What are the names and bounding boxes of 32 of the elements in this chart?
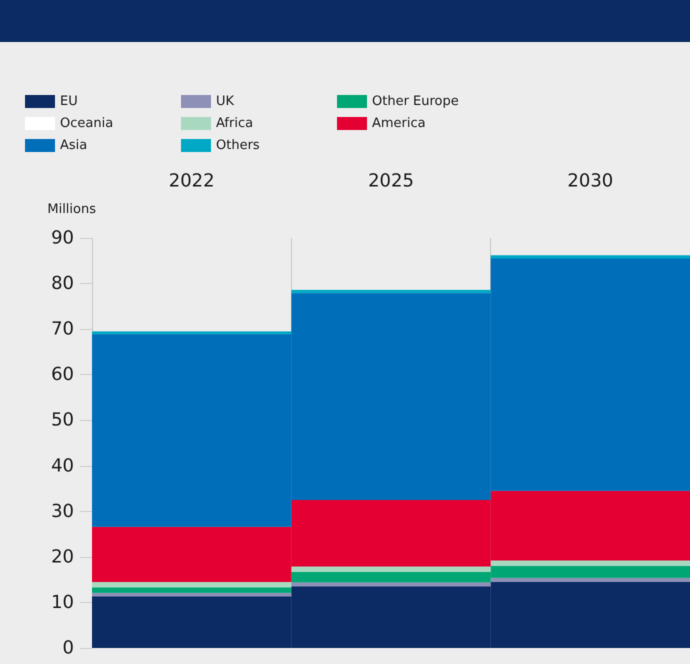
legend-label: EU	[60, 94, 78, 109]
y-tick-label: 80	[51, 273, 74, 294]
bar	[490, 255, 690, 258]
bar	[92, 582, 292, 588]
legend-label: Others	[216, 138, 260, 153]
bar	[490, 560, 690, 566]
y-tick-label: 50	[51, 410, 74, 431]
y-tick-label: 60	[51, 364, 74, 386]
legend-label: Africa	[216, 116, 254, 131]
y-axis-title: Millions	[47, 202, 96, 217]
legend-label: Other Europe	[372, 94, 459, 109]
y-tick-label: 20	[51, 546, 74, 568]
x-tick-label: 2022	[168, 170, 215, 192]
bar	[92, 331, 292, 334]
y-tick-label: 90	[51, 228, 74, 248]
legend-label: UK	[216, 94, 235, 109]
x-tick-label: 2030	[567, 170, 614, 192]
legend-label: America	[372, 116, 426, 131]
legend-label: Oceania	[60, 116, 114, 131]
y-tick-label: 70	[51, 318, 74, 340]
bar	[490, 578, 690, 582]
bar	[291, 290, 491, 294]
y-tick-label: 40	[51, 455, 74, 476]
bar	[92, 587, 292, 593]
y-tick-label: 0	[62, 638, 74, 658]
bar	[92, 592, 292, 597]
bar	[291, 566, 491, 572]
y-tick-label: 30	[51, 500, 74, 522]
legend-label: Asia	[60, 138, 88, 153]
bar	[291, 582, 491, 586]
x-tick-label: 2025	[368, 170, 414, 192]
y-tick-label: 10	[51, 592, 74, 613]
